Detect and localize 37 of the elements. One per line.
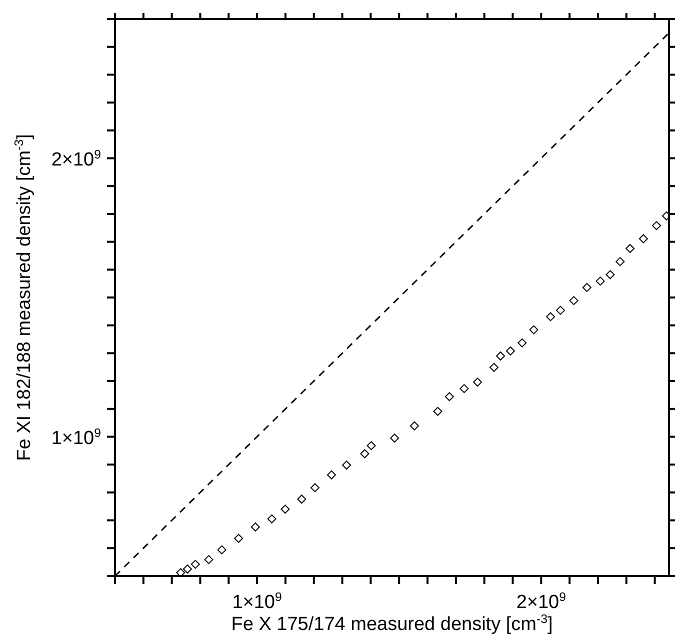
point xyxy=(556,306,565,315)
point xyxy=(410,421,419,430)
point xyxy=(176,568,186,576)
point xyxy=(234,534,244,543)
point xyxy=(638,234,648,244)
point xyxy=(496,351,506,360)
point xyxy=(460,384,469,394)
point xyxy=(473,378,482,387)
point xyxy=(326,470,336,480)
point xyxy=(652,221,661,230)
point xyxy=(489,362,498,372)
point xyxy=(606,270,615,280)
point xyxy=(342,460,352,470)
point xyxy=(596,276,605,286)
point xyxy=(569,296,578,306)
point xyxy=(280,504,290,514)
point xyxy=(217,545,226,554)
point xyxy=(204,555,214,564)
point xyxy=(506,346,515,356)
point xyxy=(529,325,538,334)
point xyxy=(444,392,454,402)
point xyxy=(582,282,592,292)
point xyxy=(310,483,320,492)
point xyxy=(182,564,192,574)
point xyxy=(190,560,200,569)
point xyxy=(366,441,376,450)
point xyxy=(616,257,625,266)
x-axis-title: Fe X 175/174 measured density [cm$^{-3}$] xyxy=(231,612,553,635)
point xyxy=(626,244,635,253)
point xyxy=(546,312,556,322)
point xyxy=(390,434,400,443)
point xyxy=(267,514,276,524)
point xyxy=(250,522,260,532)
point xyxy=(297,494,306,504)
point xyxy=(433,406,442,416)
point xyxy=(518,338,527,348)
point xyxy=(360,449,370,458)
